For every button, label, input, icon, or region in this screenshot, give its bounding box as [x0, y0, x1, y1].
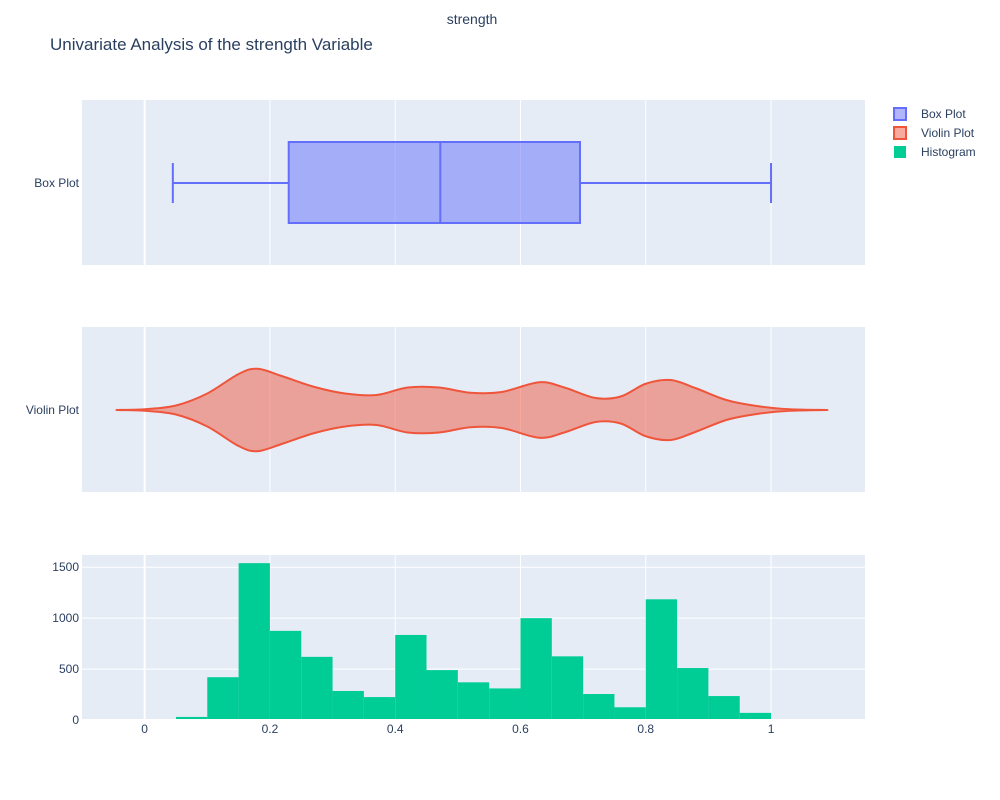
legend-item[interactable]: Violin Plot [893, 126, 975, 140]
legend-label: Box Plot [921, 107, 966, 121]
histogram-y-ticks: 0 500 1000 1500 [52, 560, 79, 727]
legend-swatch [893, 107, 907, 121]
histogram-bar [489, 688, 521, 720]
histogram-bar [269, 630, 302, 720]
box-marks [171, 141, 773, 224]
y-tick-label: 500 [59, 662, 79, 676]
histogram-bar [363, 697, 396, 720]
histogram-bar [645, 599, 678, 720]
y-tick-label: 0 [72, 713, 79, 727]
histogram-bar [175, 716, 208, 720]
box-panel: Box Plot [34, 100, 865, 265]
legend-label: Histogram [921, 145, 976, 159]
histogram-bar [551, 656, 584, 720]
histogram-bar [520, 618, 552, 720]
histogram-bar [583, 694, 615, 720]
histogram-bar [426, 670, 458, 720]
y-tick-label: 1000 [52, 611, 79, 625]
histogram-bar [207, 677, 239, 720]
x-tick-label: 0.2 [262, 722, 279, 736]
chart-title: Univariate Analysis of the strength Vari… [50, 35, 373, 54]
box-iqr [287, 141, 581, 224]
histogram-bar [677, 668, 709, 720]
x-tick-label: 0.4 [387, 722, 404, 736]
x-axis-ticks: 0 0.2 0.4 0.6 0.8 1 [141, 722, 774, 736]
histogram-bar [457, 682, 490, 720]
legend-swatch [893, 126, 907, 140]
violin-panel: Violin Plot [26, 327, 865, 492]
x-tick-label: 1 [768, 722, 775, 736]
violin-marks [115, 367, 829, 453]
box-category-label: Box Plot [34, 176, 79, 190]
x-tick-label: 0 [141, 722, 148, 736]
histogram-bar [301, 656, 333, 720]
violin-shape [115, 367, 829, 453]
histogram-bar [238, 563, 270, 720]
histogram-bar [395, 634, 427, 720]
legend-item[interactable]: Box Plot [893, 107, 966, 121]
x-tick-label: 0.6 [512, 722, 529, 736]
violin-category-label: Violin Plot [26, 403, 80, 417]
histogram-bar [739, 712, 772, 720]
y-tick-label: 1500 [52, 560, 79, 574]
legend-swatch [894, 146, 906, 158]
chart-subtitle: strength [447, 11, 498, 27]
x-tick-label: 0.8 [637, 722, 654, 736]
histogram-bar [708, 696, 740, 720]
legend-item[interactable]: Histogram [894, 145, 976, 159]
legend: Box Plot Violin Plot Histogram [893, 107, 976, 159]
histogram-bar [614, 707, 646, 720]
histogram-panel: 0 500 1000 1500 0 0.2 0.4 0.6 0.8 1 [52, 555, 865, 736]
histogram-bar [332, 690, 364, 720]
histogram-bars [82, 563, 865, 721]
legend-label: Violin Plot [921, 126, 975, 140]
